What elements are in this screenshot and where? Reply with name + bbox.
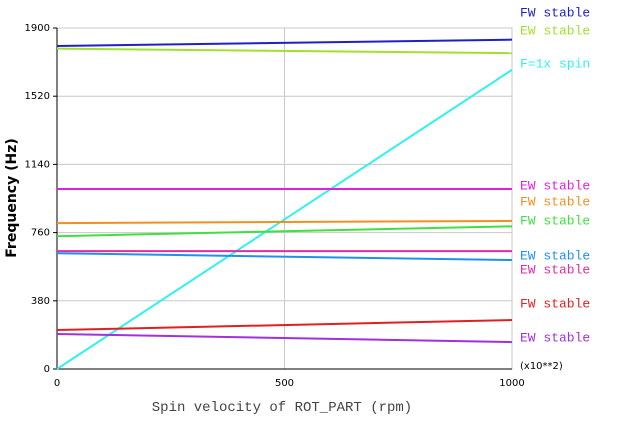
legend-label: EW stable — [520, 330, 590, 345]
x-tick-label: 1000 — [499, 378, 524, 389]
legend-label: F=1x spin — [520, 56, 590, 71]
series-line — [56, 38, 513, 47]
series-line — [56, 333, 513, 344]
legend-label: FW stable — [520, 296, 590, 311]
series-line — [56, 319, 513, 332]
series-line — [56, 47, 513, 55]
series-line — [56, 225, 513, 238]
x-tick-label: 500 — [275, 378, 294, 389]
legend-label: EW stable — [520, 262, 590, 277]
y-tick-label: 1900 — [25, 23, 50, 34]
y-tick-label: 0 — [44, 364, 50, 375]
series-line — [56, 252, 513, 262]
y-tick-label: 760 — [31, 228, 50, 239]
legend-label: FW stable — [520, 213, 590, 228]
legend-label: EW stable — [520, 178, 590, 193]
x-axis-label: Spin velocity of ROT_PART (rpm) — [152, 400, 412, 416]
x-tick-label: 0 — [54, 378, 60, 389]
x-multiplier: (x10**2) — [520, 361, 563, 372]
series-line — [56, 68, 513, 370]
y-axis-label: Frequency (Hz) — [4, 138, 20, 257]
y-tick-label: 380 — [31, 296, 50, 307]
legend-label: FW stable — [520, 194, 590, 209]
series-line — [56, 219, 513, 225]
y-tick-label: 1520 — [25, 91, 50, 102]
legend-label: EW stable — [520, 248, 590, 263]
legend-label: EW stable — [520, 23, 590, 38]
legend-label: FW stable — [520, 5, 590, 20]
y-tick-label: 1140 — [25, 159, 50, 170]
